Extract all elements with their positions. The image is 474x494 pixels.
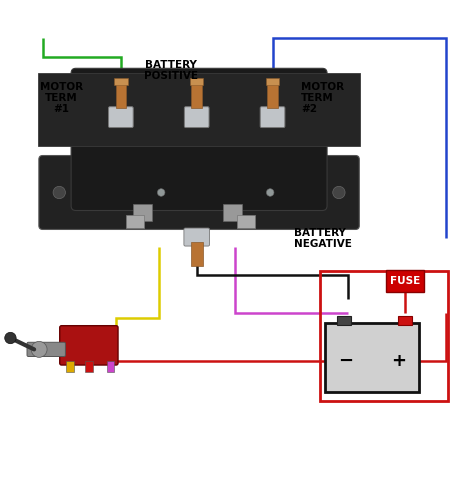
Bar [133, 205, 152, 221]
Circle shape [5, 332, 16, 344]
Bar [267, 81, 278, 108]
Circle shape [266, 189, 274, 196]
Bar [223, 205, 242, 221]
FancyBboxPatch shape [260, 107, 285, 127]
Text: MOTOR
TERM
#1: MOTOR TERM #1 [40, 82, 83, 114]
Bar [38, 73, 360, 146]
Bar [116, 81, 126, 108]
FancyBboxPatch shape [184, 228, 210, 246]
Circle shape [157, 189, 165, 196]
Text: FUSE: FUSE [390, 276, 420, 286]
Circle shape [31, 341, 47, 357]
Bar [398, 316, 412, 325]
Bar [85, 361, 93, 371]
Bar [386, 270, 424, 292]
Bar [237, 215, 255, 228]
Bar [114, 78, 128, 85]
Text: BATTERY
NEGATIVE: BATTERY NEGATIVE [294, 228, 352, 249]
Circle shape [333, 186, 345, 199]
Bar [337, 316, 351, 325]
Circle shape [53, 186, 65, 199]
Text: −: − [338, 352, 353, 370]
FancyBboxPatch shape [109, 107, 133, 127]
FancyBboxPatch shape [71, 68, 327, 210]
Bar [191, 242, 203, 266]
FancyBboxPatch shape [184, 107, 209, 127]
Text: BATTERY
POSITIVE: BATTERY POSITIVE [144, 60, 198, 81]
Bar [191, 81, 202, 108]
Bar [266, 78, 279, 85]
Bar [325, 323, 419, 392]
Bar [126, 215, 144, 228]
Text: MOTOR
TERM
#2: MOTOR TERM #2 [301, 82, 344, 114]
Bar [320, 271, 448, 401]
Text: +: + [391, 352, 406, 370]
Bar [66, 361, 74, 371]
FancyBboxPatch shape [60, 326, 118, 365]
Bar [190, 78, 203, 85]
FancyBboxPatch shape [27, 342, 65, 357]
Bar [107, 361, 114, 371]
FancyBboxPatch shape [39, 156, 359, 229]
